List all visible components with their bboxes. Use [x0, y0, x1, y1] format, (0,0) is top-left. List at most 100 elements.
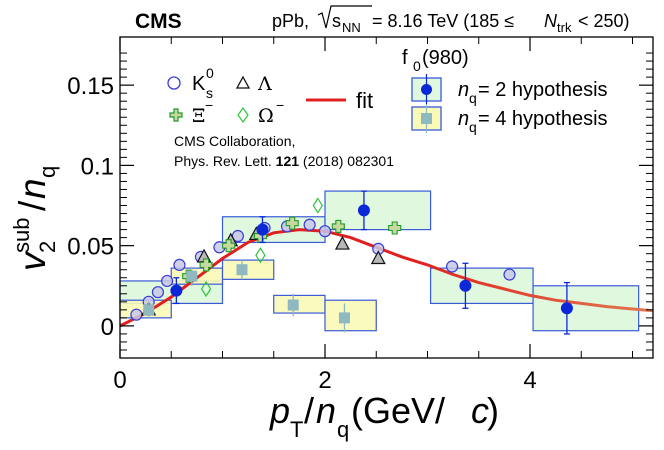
svg-text:n: n: [458, 79, 469, 101]
xi-point-1: [199, 258, 213, 272]
system-label: pPb,: [272, 11, 309, 31]
y-tick-label-0: 0: [101, 314, 114, 341]
y-tick-label-1: 0.05: [67, 234, 114, 261]
nq2-point-3: [459, 279, 472, 292]
legend-nq4-sub: q: [469, 119, 477, 135]
ks0-point-3: [161, 274, 174, 288]
legend-nq4-label: = 4 hypothesis: [478, 108, 608, 130]
sqrt-s-subscript: NN: [342, 20, 361, 35]
fit-curve: [119, 228, 654, 328]
xi-point-5: [331, 219, 345, 233]
y-axis-title: v sub 2 / n q: [9, 166, 60, 271]
y-tick-label-3: 0.15: [67, 73, 114, 100]
reference-volume: 121: [276, 153, 300, 169]
legend-omega-label: Ω: [258, 105, 274, 127]
y-title-n: n: [12, 178, 53, 199]
ks0-point-14: [503, 268, 516, 281]
ks0-point-0: [130, 308, 143, 321]
y-title-sub: 2: [35, 241, 60, 253]
legend-nq2-marker: [421, 84, 432, 95]
xi-point-6: [388, 221, 402, 235]
f0-legend-title: f: [402, 47, 408, 69]
ks0-point-2: [151, 286, 165, 299]
omega-point-1: [255, 247, 266, 264]
reference-year-page: (2018) 082301: [299, 153, 394, 169]
nq4-point-1: [186, 270, 198, 282]
legend-lambda-label: Λ: [257, 73, 272, 95]
f0-legend-title-sub: 0: [413, 58, 421, 74]
reference-journal: Phys. Rev. Lett.: [174, 153, 276, 169]
x-tick-label-0: 0: [113, 367, 126, 394]
legend-nq2-label: = 2 hypothesis: [478, 79, 608, 101]
legend-lambda-marker: [235, 75, 251, 89]
y-title-sup: sub: [9, 218, 34, 253]
ntrk-symbol: N: [544, 11, 558, 31]
nq4-point-4: [338, 312, 350, 324]
nq2-point-1: [256, 223, 269, 236]
x-title-p: p: [269, 390, 290, 431]
svg-text:v: v: [12, 250, 53, 271]
omega-point-0: [200, 280, 212, 298]
lambda-point-5: [370, 250, 386, 265]
svg-text:Phys. Rev. Lett. 121 (2018) 08: Phys. Rev. Lett. 121 (2018) 082301: [174, 153, 394, 169]
x-title-t: T: [290, 417, 303, 442]
y-title-v: v: [12, 250, 53, 271]
x-title-slash: /: [304, 390, 314, 431]
legend-ks0-sup: 0: [206, 65, 214, 81]
legend-xi-marker: [169, 108, 183, 122]
fit-line: [119, 228, 654, 328]
x-title-q: q: [337, 417, 349, 442]
svg-text:n: n: [458, 108, 469, 130]
x-title-units: (GeV/: [351, 390, 445, 431]
nq4-point-2: [236, 264, 248, 276]
nq2-point-0: [170, 284, 183, 297]
f0-legend: f 0 (980) n q = 2 hypothesis n q = 4 hyp…: [402, 47, 608, 135]
omega-point-2: [312, 197, 324, 214]
species-legend: K 0 s Λ Ξ − Ω − fit: [167, 65, 373, 127]
reference-line-1: CMS Collaboration,: [174, 133, 295, 149]
data-points: [130, 190, 573, 335]
x-tick-label-2: 4: [523, 367, 536, 394]
f0-legend-title-tail: (980): [422, 47, 469, 69]
legend-xi-label: Ξ: [192, 105, 205, 127]
y-title-slash: /: [12, 200, 53, 211]
nq2-point-4: [560, 302, 573, 315]
ks0-point-10: [303, 218, 316, 231]
legend-nq4-marker: [421, 113, 432, 124]
xi-point-4: [285, 216, 299, 230]
legend-ks0-sub: s: [206, 85, 213, 101]
ks0-point-11: [318, 225, 332, 238]
x-axis-title: p T / n q (GeV/ c ): [269, 390, 499, 442]
legend-fit-label: fit: [356, 88, 373, 113]
nq2-syst-box-2: [324, 190, 432, 231]
experiment-label: CMS: [135, 10, 182, 33]
sqrt-s-symbol: s: [332, 11, 341, 31]
legend-nq4-n: n: [458, 108, 469, 130]
x-title-close: ): [487, 390, 499, 431]
nq4-syst-box-4: [324, 299, 377, 332]
nq4-syst-box-2: [221, 259, 275, 280]
reference-note: CMS Collaboration, Phys. Rev. Lett. 121 …: [174, 133, 394, 169]
legend-ks0-marker: [167, 76, 181, 90]
legend-omega-marker: [237, 106, 249, 124]
x-title-c: c: [471, 390, 489, 431]
x-title-n: n: [316, 390, 336, 431]
energy-value: = 8.16 TeV (185 ≤: [372, 11, 514, 31]
nq2-point-2: [357, 204, 370, 217]
y-title-q: q: [35, 166, 60, 178]
nq4-point-0: [143, 304, 155, 316]
x-tick-label-1: 2: [318, 367, 331, 394]
legend-nq2-sub: q: [469, 90, 477, 106]
ntrk-tail: < 250): [578, 11, 630, 31]
legend-omega-sup: −: [276, 97, 284, 113]
legend-nq2-n: n: [458, 79, 469, 101]
ks0-point-4: [173, 258, 186, 272]
ntrk-subscript: trk: [557, 20, 572, 35]
xi-point-2: [222, 239, 236, 253]
ks0-point-13: [446, 260, 459, 273]
sqrt-sign: [317, 5, 372, 29]
header-system-energy: pPb, s NN = 8.16 TeV (185 ≤ N trk < 250): [272, 5, 630, 35]
nq4-point-3: [287, 299, 299, 311]
legend-ks0-label: K: [192, 73, 206, 95]
